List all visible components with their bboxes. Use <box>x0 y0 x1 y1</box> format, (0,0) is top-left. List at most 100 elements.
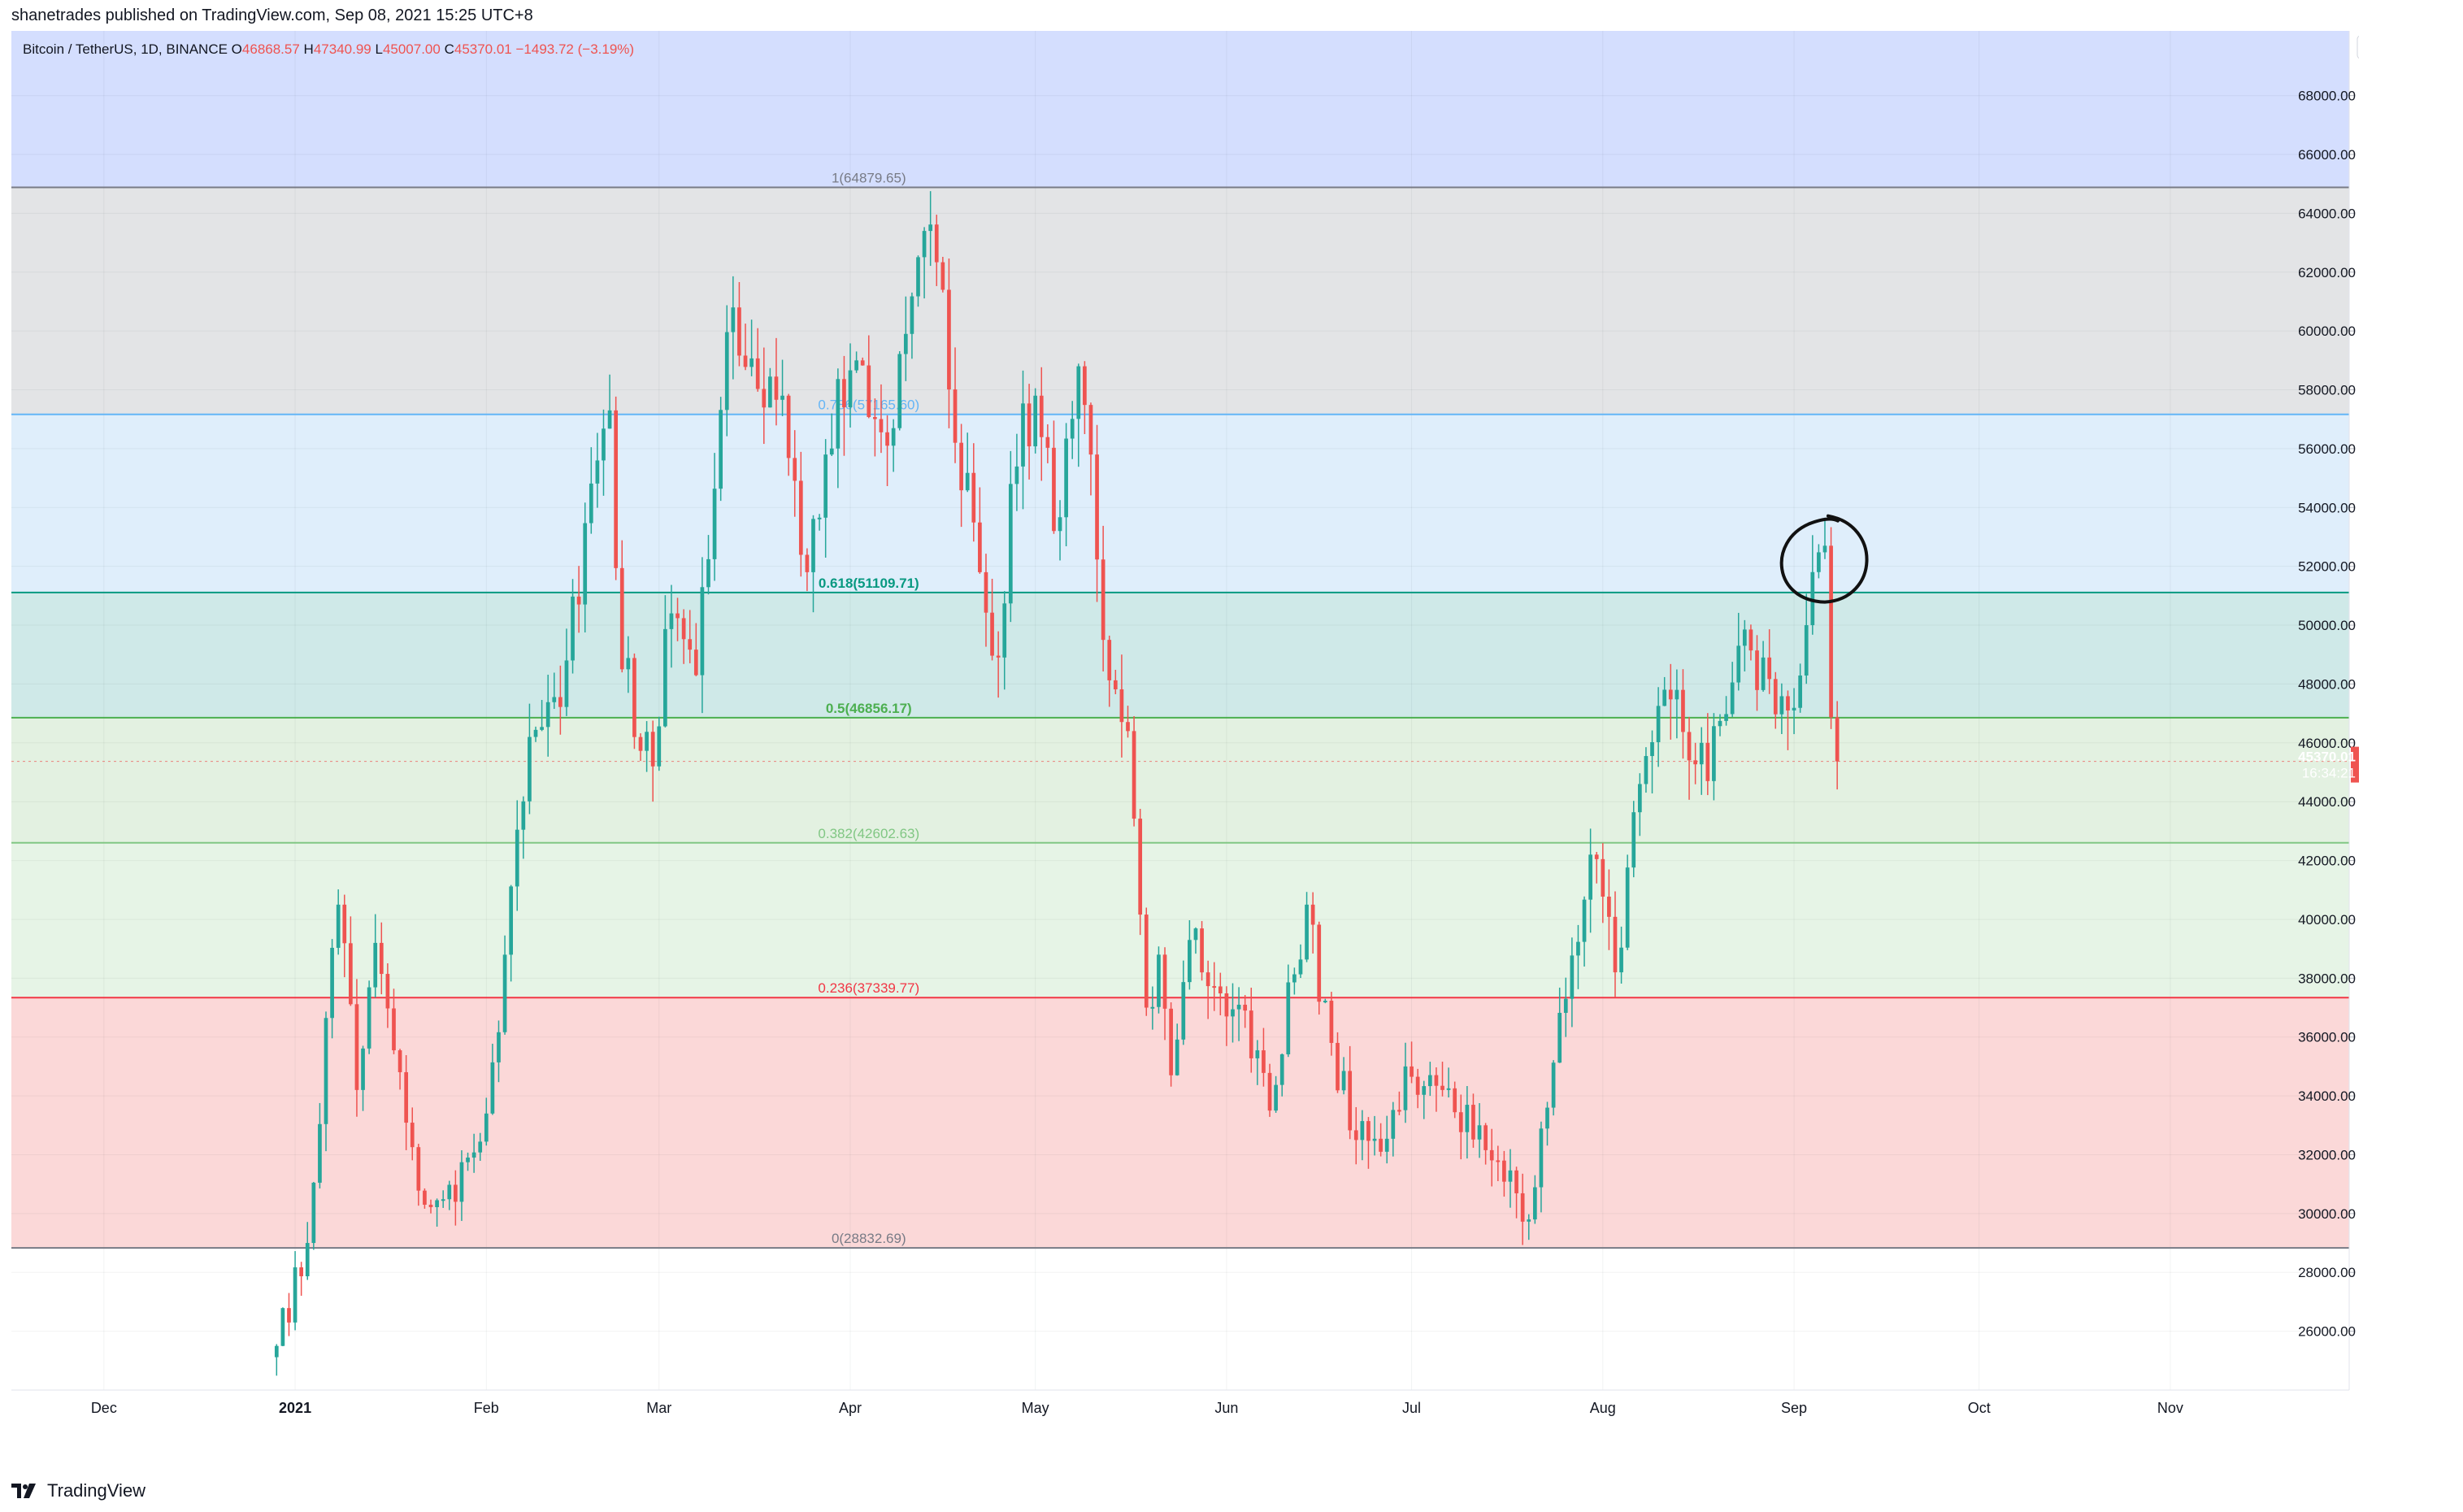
candle-body <box>410 1123 415 1148</box>
candle-body <box>1483 1125 1488 1150</box>
candle-body <box>1329 1001 1334 1043</box>
candle-body <box>1650 741 1654 757</box>
candle-body <box>1317 924 1322 1002</box>
time-tick-label: 2021 <box>279 1400 311 1416</box>
candle-body <box>1162 954 1167 1009</box>
price-tick-label: 58000.00 <box>2298 383 2356 398</box>
candle-body <box>1033 395 1038 447</box>
candle-body <box>1070 419 1075 439</box>
candle-body <box>1095 454 1099 560</box>
published-by-line: shanetrades published on TradingView.com… <box>11 7 533 24</box>
fib-zones <box>11 31 2349 1390</box>
candle-body <box>293 1267 298 1323</box>
candle-body <box>1792 707 1796 710</box>
candle-body <box>1218 986 1223 993</box>
annotations <box>1779 514 1869 604</box>
candle-body <box>1088 405 1093 455</box>
candle-body <box>502 954 507 1032</box>
last-price-value: 45370.01 <box>2298 749 2356 765</box>
candle-body <box>1027 403 1032 447</box>
candle-body <box>299 1267 304 1276</box>
candles <box>274 191 1840 1376</box>
candle-body <box>416 1147 421 1191</box>
candle-body <box>619 567 624 670</box>
candle-body <box>1471 1105 1475 1140</box>
candle-body <box>1730 682 1735 715</box>
candle-body <box>990 612 994 656</box>
candle-body <box>1687 732 1692 761</box>
candle-body <box>576 596 581 605</box>
candle-body <box>459 1162 464 1202</box>
candle-body <box>1224 993 1229 1017</box>
candle-body <box>1175 1039 1179 1075</box>
candle-body <box>354 1004 359 1090</box>
candle-body <box>910 296 914 334</box>
candle-body <box>1761 657 1766 690</box>
candle-body <box>860 360 865 366</box>
candle-body <box>490 1062 495 1114</box>
candle-body <box>349 943 353 1005</box>
candle-body <box>367 987 371 1049</box>
candle-body <box>867 365 871 418</box>
candle-body <box>1613 916 1618 973</box>
candlestick-chart[interactable]: 1(64879.65)0.786(57165.60)0.618(51109.71… <box>11 31 2407 1434</box>
candle-body <box>533 729 538 737</box>
candle-body <box>922 231 927 258</box>
candle-body <box>311 1182 316 1244</box>
candle-body <box>454 1184 458 1202</box>
candle-body <box>466 1157 470 1162</box>
candle-body <box>1496 1160 1501 1162</box>
candle-body <box>965 472 970 491</box>
candle-body <box>762 389 767 408</box>
candle-body <box>1255 1050 1260 1058</box>
candle-body <box>1798 675 1802 708</box>
candle-body <box>1101 559 1106 641</box>
candle-body <box>724 332 729 411</box>
candle-body <box>1274 1084 1278 1111</box>
candle-body <box>435 1200 439 1207</box>
candle-body <box>1262 1050 1266 1073</box>
candle-body <box>1336 1042 1340 1091</box>
candle-body <box>1058 517 1062 532</box>
candle-body <box>1107 640 1112 680</box>
candle-body <box>1157 954 1161 1007</box>
candle-body <box>342 904 347 944</box>
candle-body <box>774 376 779 400</box>
time-tick-label: Sep <box>1781 1400 1807 1416</box>
fib-level-label: 1(64879.65) <box>832 171 906 186</box>
candle-body <box>1631 812 1636 868</box>
candle-body <box>1773 679 1778 715</box>
candle-body <box>1397 1110 1401 1112</box>
candle-body <box>287 1308 291 1323</box>
candle-body <box>940 262 945 290</box>
candle-body <box>854 360 858 371</box>
candle-body <box>798 480 803 555</box>
candle-body <box>1279 1054 1284 1085</box>
fib-zone <box>11 414 2349 593</box>
chart-area[interactable]: 1(64879.65)0.786(57165.60)0.618(51109.71… <box>11 31 2407 1434</box>
price-tick-label: 46000.00 <box>2298 736 2356 751</box>
price-tick-label: 48000.00 <box>2298 676 2356 692</box>
candle-body <box>1465 1105 1470 1132</box>
candle-body <box>1810 571 1815 626</box>
price-tick-label: 68000.00 <box>2298 89 2356 104</box>
candle-body <box>1045 437 1050 448</box>
price-tick-label: 42000.00 <box>2298 854 2356 869</box>
candle-body <box>650 732 655 767</box>
candle-body <box>595 460 600 484</box>
zone-above-1 <box>11 31 2349 188</box>
candle-body <box>971 472 976 523</box>
candle-body <box>1188 940 1192 983</box>
candle-body <box>1644 756 1649 784</box>
zone-below-0 <box>11 1248 2349 1390</box>
price-axis-bg <box>2349 31 2359 1434</box>
candle-body <box>1422 1086 1427 1095</box>
candle-body <box>700 587 705 676</box>
price-tick-label: 26000.00 <box>2298 1324 2356 1340</box>
time-tick-label: Jul <box>1402 1400 1421 1416</box>
candle-body <box>1520 1193 1525 1222</box>
candle-body <box>1594 854 1599 859</box>
candle-body <box>280 1308 285 1346</box>
candle-body <box>423 1190 427 1205</box>
candle-body <box>324 1018 328 1124</box>
